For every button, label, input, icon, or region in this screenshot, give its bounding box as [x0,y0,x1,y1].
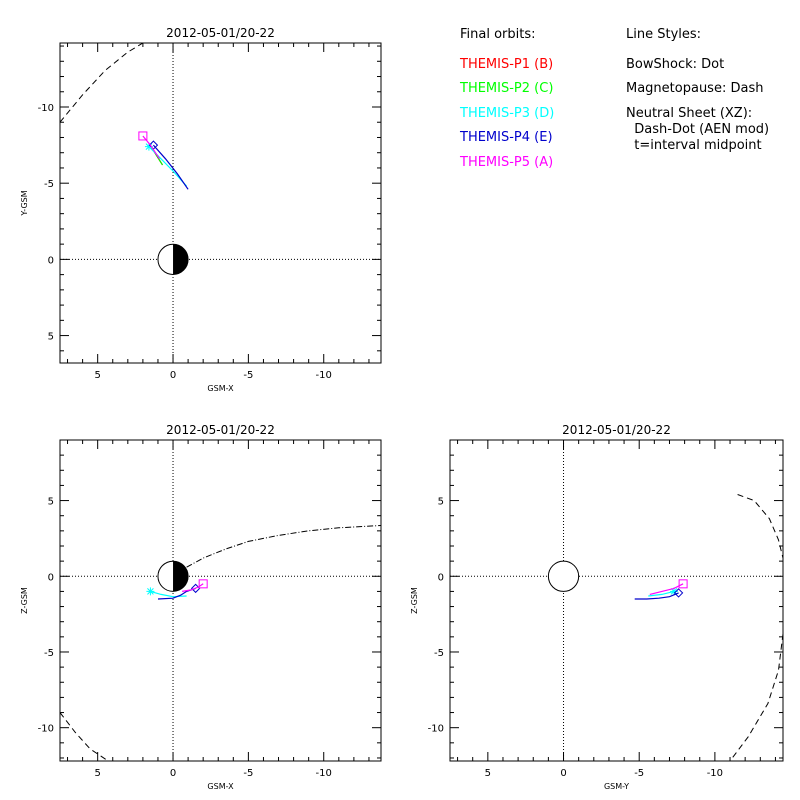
x-axis-title: GSM-Y [604,782,629,791]
boundary-magnetopause [60,43,144,123]
x-tick-label: -10 [707,768,723,779]
y-tick-label: -5 [44,648,54,659]
x-tick-label: 0 [560,768,566,779]
chart-title: 2012-05-01/20-22 [166,423,275,437]
chart-panel-2: 2012-05-01/20-22 5 0 -5 -10 5 0 -5 -10 GSM-X Z-GSM [20,423,382,791]
x-axis-title: GSM-X [207,782,234,791]
y-tick-label: 5 [48,332,54,343]
chart-title: 2012-05-01/20-22 [562,423,671,437]
legend-orbit-p5: THEMIS-P5 (A) [460,155,554,170]
x-tick-label: -5 [243,768,253,779]
series-line-themis-p3-d [648,590,675,597]
x-tick-label: 0 [170,370,176,381]
boundary-magnetopause [60,712,109,761]
x-tick-label: -10 [316,370,332,381]
earth-night-side [173,244,189,275]
legend-style-midpoint: t=interval midpoint [626,138,762,153]
legend-orbit-p1: THEMIS-P1 (B) [460,57,554,72]
earth-circle [547,560,580,592]
y-tick-label: -5 [44,179,54,190]
marker-star-themis-p3-d [670,587,679,596]
chart-panel-1: 2012-05-01/20-22 5 0 -5 -10 5 0 -5 -10 GSM-X Y-GSM [20,26,382,393]
legend-orbit-p2: THEMIS-P2 (C) [460,81,554,96]
plot-frame [59,439,382,762]
x-tick-label: 0 [170,768,176,779]
y-tick-label: 5 [438,497,444,508]
y-tick-label: -5 [434,648,444,659]
y-tick-label: 0 [438,572,444,583]
legend-style-dashdot: Dash-Dot (AEN mod) [626,122,770,137]
y-tick-label: -10 [38,724,54,735]
x-tick-label: -5 [634,768,644,779]
y-axis-title: Z-GSM [20,587,29,614]
x-tick-label: -5 [243,370,253,381]
legend-style-magnetopause: Magnetopause: Dash [626,81,764,96]
legend-orbit-p4: THEMIS-P4 (E) [460,130,553,145]
marker-star-themis-p3-d [144,142,153,151]
boundary-magnetopause [737,494,783,559]
chart-panel-3: 2012-05-01/20-22 5 0 -5 -10 5 0 -5 -10 GSM-Y Z-GSM [410,423,784,791]
series-line-themis-p3-d [150,590,187,598]
x-tick-label: 5 [94,768,100,779]
plot-frame [59,42,382,364]
legend-orbit-p3: THEMIS-P3 (D) [460,106,555,121]
series-line-themis-p5-a [142,135,160,160]
series-line-themis-p4-e [634,592,679,600]
marker-star-themis-p3-d [146,587,155,596]
y-axis-title: Z-GSM [410,587,419,614]
x-tick-label: 5 [94,370,100,381]
x-axis-title: GSM-X [207,384,234,393]
series-line-themis-p4-e [152,144,189,190]
y-tick-label: 5 [48,497,54,508]
legend-style-neutral-sheet: Neutral Sheet (XZ): [626,106,753,121]
legend-style-bowshock: BowShock: Dot [626,57,725,72]
boundary-neutral-sheet [186,525,381,568]
legend-styles-title: Line Styles: [626,27,702,42]
series-line-themis-p3-d [148,146,188,187]
legend-orbits-title: Final orbits: [460,27,536,42]
marker-square-themis-p5-a [678,579,688,589]
series-line-themis-p5-a [649,583,684,595]
boundary-magnetopause [729,633,783,761]
plot-frame [449,439,784,762]
marker-diamond-themis-p4-e [673,588,684,598]
y-tick-label: -10 [428,724,444,735]
marker-square-themis-p5-a [138,131,148,141]
y-tick-label: 0 [48,572,54,583]
chart-title: 2012-05-01/20-22 [166,26,275,40]
y-tick-label: 0 [48,255,54,266]
series-line-themis-p5-a [182,583,204,592]
x-tick-label: 5 [485,768,491,779]
y-axis-title: Y-GSM [20,190,29,216]
earth-night-side [173,561,189,592]
marker-square-themis-p5-a [198,579,208,589]
y-tick-label: -10 [38,103,54,114]
x-tick-label: -10 [316,768,332,779]
